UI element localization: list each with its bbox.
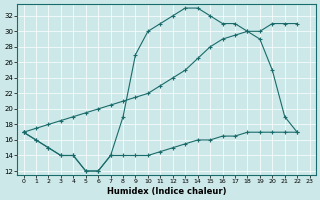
X-axis label: Humidex (Indice chaleur): Humidex (Indice chaleur): [107, 187, 226, 196]
